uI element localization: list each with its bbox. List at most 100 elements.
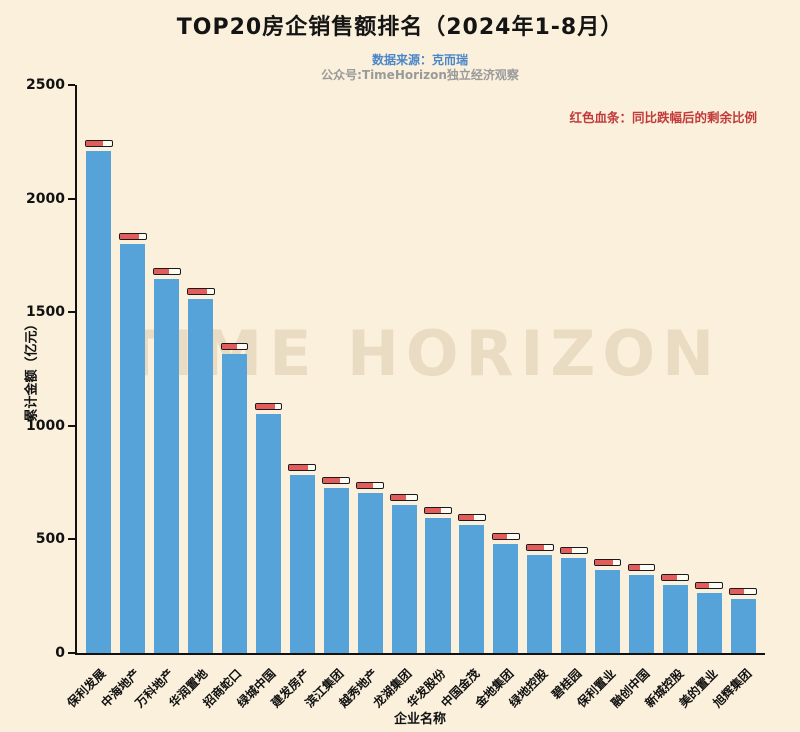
bars-container — [77, 85, 765, 653]
bar-龙湖集团[interactable] — [391, 505, 417, 653]
bar-建发房产[interactable] — [289, 474, 315, 653]
bar-slot — [218, 85, 252, 653]
remain-ratio-fill — [289, 464, 308, 470]
bar-slot — [184, 85, 218, 653]
remain-ratio-fill — [187, 288, 208, 294]
account-line: 公众号:TimeHorizon独立经济观察 — [321, 68, 519, 82]
remain-ratio-fill — [730, 588, 745, 594]
bar-slot — [455, 85, 489, 653]
y-tick-label-0: 0 — [55, 645, 65, 661]
y-axis-label: 累计金额（亿元） — [24, 317, 40, 422]
bar-slot — [591, 85, 625, 653]
remain-ratio-marker — [118, 233, 147, 241]
bar-华润置地[interactable] — [188, 298, 214, 653]
remain-ratio-marker — [186, 287, 215, 295]
remain-ratio-marker — [390, 494, 418, 502]
bar-slot — [726, 85, 760, 653]
y-tick-label-500: 500 — [35, 531, 65, 548]
bar-slot — [658, 85, 692, 653]
y-tick-mark — [68, 197, 75, 200]
x-axis-label: 企业名称 — [393, 712, 446, 727]
y-tick-mark — [68, 424, 75, 427]
bar-新城控股[interactable] — [662, 585, 688, 653]
plot-area: TIME HORIZON 红色血条：同比跌幅后的剩余比例 0 500 1000 150… — [26, 78, 765, 660]
remain-ratio-fill — [459, 514, 475, 520]
bar-美的置业[interactable] — [696, 593, 722, 653]
remain-ratio-fill — [662, 575, 677, 581]
bar-slot — [150, 85, 184, 653]
bar-融创中国[interactable] — [628, 574, 654, 653]
remain-ratio-marker — [729, 587, 758, 595]
remain-ratio-marker — [627, 563, 656, 571]
y-tick-mark — [68, 84, 75, 86]
remain-ratio-marker — [322, 477, 351, 485]
bar-保利置业[interactable] — [595, 570, 621, 653]
bar-slot — [319, 85, 353, 653]
remain-ratio-fill — [391, 495, 406, 501]
remain-ratio-fill — [628, 564, 641, 570]
bar-中海地产[interactable] — [120, 244, 146, 653]
bar-slot — [116, 85, 150, 653]
remain-ratio-marker — [559, 546, 588, 554]
bar-金地集团[interactable] — [493, 544, 519, 653]
y-tick-mark — [68, 311, 75, 314]
bar-越秀地产[interactable] — [357, 492, 383, 653]
remain-ratio-marker — [458, 513, 486, 521]
remain-ratio-fill — [696, 583, 710, 589]
data-source-line: 数据来源：克而瑞 — [371, 53, 468, 67]
bar-slot — [625, 85, 659, 653]
bar-碧桂园[interactable] — [561, 557, 587, 653]
bar-绿城中国[interactable] — [255, 414, 282, 653]
remain-ratio-marker — [288, 463, 317, 471]
y-tick-label-1000: 1000 — [26, 417, 65, 434]
remain-ratio-marker — [85, 139, 113, 147]
remain-ratio-fill — [221, 344, 238, 350]
bar-中国金茂[interactable] — [459, 524, 485, 653]
remain-ratio-marker — [356, 481, 385, 489]
chart-title: TOP20房企销售额排名（2024年1-8月） — [176, 15, 624, 40]
remain-ratio-fill — [526, 544, 545, 550]
y-tick-label-2500: 2500 — [26, 77, 65, 93]
bar-绿地控股[interactable] — [527, 554, 553, 653]
remain-ratio-fill — [119, 234, 139, 240]
bar-slot — [353, 85, 387, 653]
x-tick-labels: 保利发展 中海地产 万科地产 华润置地 招商蛇口 绿城中国 建发房产 滨江集团 越秀地产 龙湖集团… — [64, 657, 765, 715]
y-tick-mark — [68, 538, 75, 541]
remain-ratio-marker — [525, 543, 554, 551]
remain-ratio-fill — [594, 560, 613, 566]
bar-slot — [692, 85, 726, 653]
remain-ratio-fill — [560, 547, 572, 553]
bar-slot — [489, 85, 523, 653]
remain-ratio-marker — [424, 506, 452, 514]
remain-ratio-fill — [357, 482, 374, 488]
bar-slot — [421, 85, 455, 653]
bar-滨江集团[interactable] — [323, 488, 349, 653]
remain-ratio-fill — [425, 507, 442, 513]
remain-ratio-marker — [254, 403, 283, 411]
bar-slot — [557, 85, 591, 653]
remain-ratio-fill — [492, 534, 508, 540]
bar-slot — [82, 85, 116, 653]
remain-ratio-fill — [323, 478, 341, 484]
bar-保利发展[interactable] — [86, 150, 112, 653]
bar-slot — [523, 85, 557, 653]
y-tick-label-2000: 2000 — [26, 190, 65, 207]
legend-note: 红色血条：同比跌幅后的剩余比例 — [569, 110, 757, 125]
y-axis-ticks: 0 500 1000 1500 2000 2500 — [26, 78, 765, 660]
bar-华发股份[interactable] — [425, 517, 451, 653]
remain-ratio-fill — [255, 404, 276, 410]
bar-旭辉集团[interactable] — [730, 598, 756, 653]
remain-ratio-marker — [593, 559, 622, 567]
remain-ratio-marker — [661, 574, 690, 582]
bar-slot — [285, 85, 319, 653]
remain-ratio-marker — [695, 582, 724, 590]
x-tick-slot: 旭辉集团 — [710, 657, 760, 715]
bar-万科地产[interactable] — [154, 279, 180, 653]
bar-slot — [387, 85, 421, 653]
y-tick-mark — [68, 652, 75, 654]
remain-ratio-fill — [86, 140, 104, 146]
bar-招商蛇口[interactable] — [222, 354, 248, 653]
remain-ratio-fill — [153, 269, 169, 275]
y-tick-label-1500: 1500 — [26, 304, 65, 321]
